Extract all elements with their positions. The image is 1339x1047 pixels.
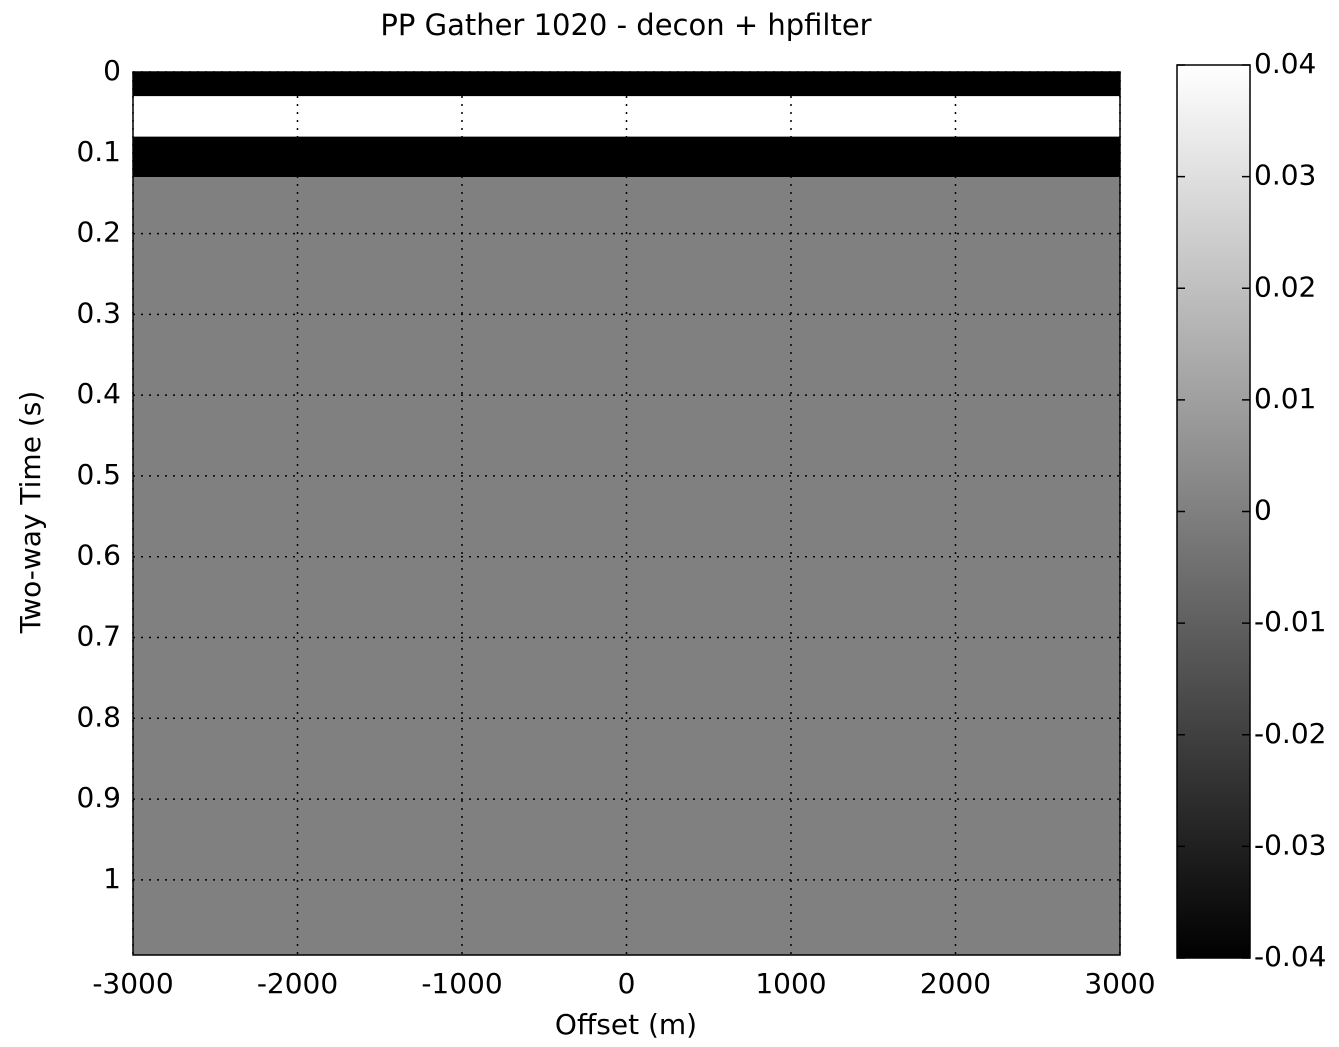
colorbar-tick-label: 0.03	[1254, 159, 1316, 192]
y-tick-label: 0.2	[76, 216, 121, 249]
x-tick-label: 3000	[1084, 967, 1155, 1000]
heatmap-band	[133, 96, 1120, 137]
colorbar-tick-label: 0.01	[1254, 382, 1316, 415]
heatmap-band	[133, 177, 1120, 955]
x-tick-label: -1000	[421, 967, 502, 1000]
colorbar-tick-label: -0.02	[1254, 717, 1326, 750]
y-tick-label: 0.6	[76, 539, 121, 572]
chart-title: PP Gather 1020 - decon + hpfilter	[380, 8, 871, 42]
colorbar-tick-label: 0	[1254, 494, 1272, 527]
y-tick-label: 1	[103, 862, 121, 895]
heatmap-band	[133, 72, 1120, 97]
colorbar-tick-label: 0.02	[1254, 270, 1316, 303]
colorbar	[1176, 64, 1251, 959]
plot-frame	[132, 71, 1121, 956]
x-tick-label: -2000	[257, 967, 338, 1000]
heatmap-band	[133, 136, 1120, 178]
y-tick-label: 0.3	[76, 296, 121, 329]
y-tick-label: 0.9	[76, 781, 121, 814]
y-tick-label: 0	[103, 54, 121, 87]
colorbar-tick-label: -0.04	[1254, 940, 1326, 973]
colorbar-tick-label: -0.03	[1254, 828, 1326, 861]
x-tick-label: 1000	[755, 967, 826, 1000]
x-tick-label: -3000	[92, 967, 173, 1000]
colorbar-tick-label: 0.04	[1254, 47, 1316, 80]
y-axis-label: Two-way Time (s)	[14, 391, 47, 635]
y-tick-label: 0.4	[76, 377, 121, 410]
y-tick-label: 0.5	[76, 458, 121, 491]
colorbar-tick-label: -0.01	[1254, 605, 1326, 638]
y-tick-label: 0.7	[76, 620, 121, 653]
x-axis-label: Offset (m)	[555, 1008, 697, 1041]
x-tick-label: 2000	[920, 967, 991, 1000]
y-tick-label: 0.8	[76, 700, 121, 733]
y-tick-label: 0.1	[76, 135, 121, 168]
x-tick-label: 0	[618, 967, 636, 1000]
